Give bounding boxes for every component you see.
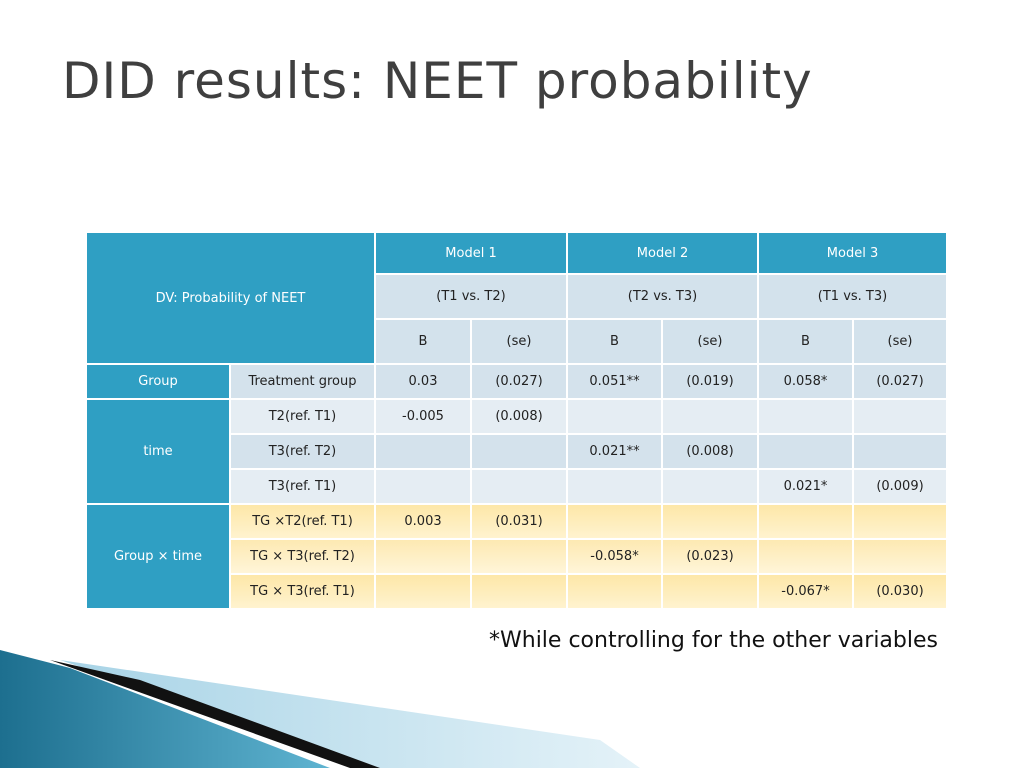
- row-label: T3(ref. T1): [229, 468, 376, 505]
- value-cell: [566, 573, 663, 610]
- value-cell: (0.023): [661, 538, 759, 575]
- table-row: T3(ref. T1) 0.021* (0.009): [86, 468, 948, 505]
- value-cell: [374, 433, 472, 470]
- value-cell: 0.058*: [757, 363, 854, 400]
- value-cell: [757, 538, 854, 575]
- comparison-header: (T2 vs. T3): [566, 273, 759, 320]
- stat-header: B: [374, 318, 472, 365]
- value-cell: (0.009): [852, 468, 948, 505]
- model-header: Model 1: [374, 231, 568, 275]
- footnote: *While controlling for the other variabl…: [489, 628, 938, 653]
- value-cell: [757, 398, 854, 435]
- value-cell: [470, 538, 568, 575]
- value-cell: [757, 433, 854, 470]
- value-cell: 0.021*: [757, 468, 854, 505]
- table-row: TG × T3(ref. T1) -0.067* (0.030): [86, 573, 948, 610]
- stat-header: B: [757, 318, 854, 365]
- group-label: time: [85, 398, 231, 505]
- row-label: TG × T3(ref. T2): [229, 538, 376, 575]
- row-label: TG × T3(ref. T1): [229, 573, 376, 610]
- group-label: Group × time: [85, 503, 231, 610]
- value-cell: [852, 433, 948, 470]
- value-cell: (0.027): [852, 363, 948, 400]
- row-label: T2(ref. T1): [229, 398, 376, 435]
- value-cell: [661, 468, 759, 505]
- value-cell: (0.008): [661, 433, 759, 470]
- value-cell: 0.03: [374, 363, 472, 400]
- value-cell: (0.031): [470, 503, 568, 540]
- table-row: Group × time TG ×T2(ref. T1) 0.003 (0.031): [85, 503, 948, 610]
- value-cell: [566, 503, 663, 540]
- value-cell: [661, 573, 759, 610]
- value-cell: (0.019): [661, 363, 759, 400]
- stat-header: (se): [470, 318, 568, 365]
- value-cell: [661, 503, 759, 540]
- value-cell: [566, 468, 663, 505]
- value-cell: [470, 573, 568, 610]
- value-cell: (0.027): [470, 363, 568, 400]
- table-row: Group Treatment group 0.03 (0.027) 0.051** (0…: [85, 363, 948, 400]
- comparison-header: (T1 vs. T2): [374, 273, 568, 320]
- value-cell: 0.003: [374, 503, 472, 540]
- comparison-header: (T1 vs. T3): [757, 273, 948, 320]
- value-cell: -0.067*: [757, 573, 854, 610]
- value-cell: -0.058*: [566, 538, 663, 575]
- slide-title: DID results: NEET probability: [62, 52, 813, 110]
- model-header: Model 2: [566, 231, 759, 275]
- stat-header: B: [566, 318, 663, 365]
- value-cell: -0.005: [374, 398, 472, 435]
- stat-header: (se): [852, 318, 948, 365]
- value-cell: 0.021**: [566, 433, 663, 470]
- value-cell: [470, 433, 568, 470]
- table-row: (T1 vs. T2) (T2 vs. T3) (T1 vs. T3): [86, 273, 948, 320]
- dv-header: DV: Probability of NEET: [85, 231, 376, 365]
- value-cell: [852, 398, 948, 435]
- row-label: TG ×T2(ref. T1): [229, 503, 376, 540]
- value-cell: [374, 538, 472, 575]
- value-cell: [852, 503, 948, 540]
- value-cell: [374, 573, 472, 610]
- stat-header: (se): [661, 318, 759, 365]
- row-label: T3(ref. T2): [229, 433, 376, 470]
- results-table: DV: Probability of NEET Model 1 Model 2 Mod…: [85, 231, 948, 610]
- table-row: TG × T3(ref. T2) -0.058* (0.023): [86, 538, 948, 575]
- value-cell: (0.008): [470, 398, 568, 435]
- value-cell: [661, 398, 759, 435]
- value-cell: 0.051**: [566, 363, 663, 400]
- table-row: T3(ref. T2) 0.021** (0.008): [86, 433, 948, 470]
- value-cell: [852, 538, 948, 575]
- table-row: time T2(ref. T1) -0.005 (0.008): [85, 398, 948, 505]
- table-row: DV: Probability of NEET Model 1 Model 2 Mod…: [85, 231, 948, 365]
- row-label: Treatment group: [229, 363, 376, 400]
- value-cell: (0.030): [852, 573, 948, 610]
- table-row: B (se) B (se) B (se): [86, 318, 948, 365]
- value-cell: [566, 398, 663, 435]
- model-header: Model 3: [757, 231, 948, 275]
- group-label: Group: [85, 363, 231, 400]
- value-cell: [470, 468, 568, 505]
- value-cell: [757, 503, 854, 540]
- value-cell: [374, 468, 472, 505]
